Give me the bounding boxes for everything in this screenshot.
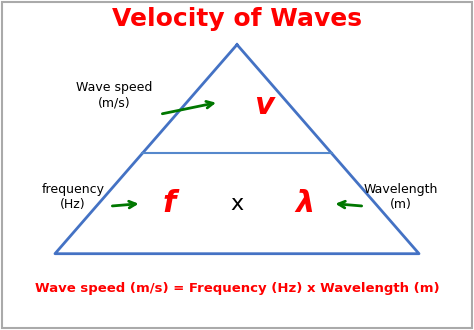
Text: Wavelength
(m): Wavelength (m) [364,183,438,211]
Text: v: v [255,91,274,120]
Text: λ: λ [296,189,315,218]
Text: f: f [162,189,175,218]
Text: Velocity of Waves: Velocity of Waves [112,7,362,31]
Text: Wave speed (m/s) = Frequency (Hz) x Wavelength (m): Wave speed (m/s) = Frequency (Hz) x Wave… [35,282,439,295]
Text: Wave speed
(m/s): Wave speed (m/s) [76,81,152,109]
Text: frequency
(Hz): frequency (Hz) [42,183,105,211]
Text: x: x [230,193,244,214]
